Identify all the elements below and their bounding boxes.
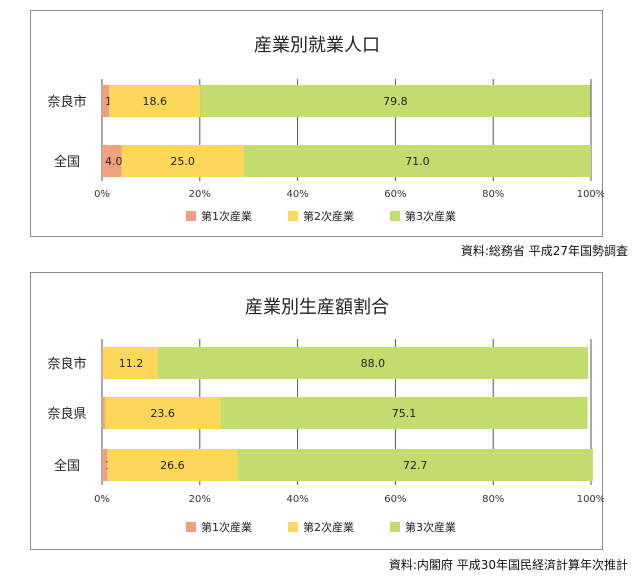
x-tick-label: 0%	[94, 494, 110, 505]
legend-label: 第3次産業	[405, 520, 456, 534]
category-label: 奈良市	[47, 94, 86, 110]
bar-segment	[121, 145, 244, 177]
x-tick-label: 60%	[384, 494, 406, 505]
chart-panel-production: 産業別生産額割合奈良市0.211.288.0奈良県0.623.675.1全国1.…	[30, 272, 604, 550]
x-tick-label: 100%	[577, 494, 604, 505]
x-tick-label: 100%	[577, 189, 604, 200]
chart-title: 産業別就業人口	[254, 35, 380, 56]
x-tick-label: 40%	[286, 494, 308, 505]
category-label: 全国	[54, 154, 80, 170]
bar-segment	[243, 145, 591, 177]
data-label: 26.6	[160, 459, 185, 472]
data-label: 88.0	[361, 357, 386, 370]
source-employment: 資料:総務省 平成27年国勢調査	[460, 244, 628, 258]
data-label: 11.2	[119, 357, 144, 370]
x-tick-label: 20%	[189, 189, 211, 200]
legend-swatch	[186, 211, 196, 221]
source-production: 資料:内閣府 平成30年国民経済計算年次推計	[388, 558, 628, 572]
legend-swatch	[390, 211, 400, 221]
bar-segment	[107, 449, 238, 481]
x-tick-label: 0%	[94, 189, 110, 200]
bar-segment	[102, 145, 122, 177]
data-label: 23.6	[150, 407, 175, 420]
x-tick-label: 20%	[189, 494, 211, 505]
category-label: 全国	[54, 458, 80, 474]
x-tick-label: 60%	[384, 189, 406, 200]
bar-segment	[157, 347, 589, 379]
bar-segment	[102, 449, 108, 481]
bar-segment	[102, 347, 103, 379]
legend-label: 第1次産業	[201, 520, 252, 534]
production-chart: 産業別生産額割合奈良市0.211.288.0奈良県0.623.675.1全国1.…	[47, 297, 604, 534]
chart-panel-employment: 産業別就業人口奈良市1.518.679.8全国4.025.071.00%20%4…	[30, 10, 604, 237]
x-tick-label: 80%	[482, 189, 504, 200]
data-label: 25.0	[170, 155, 195, 168]
employment-chart: 産業別就業人口奈良市1.518.679.8全国4.025.071.00%20%4…	[47, 35, 604, 223]
legend-label: 第3次産業	[405, 209, 456, 223]
bar-segment	[102, 85, 110, 117]
bar-segment	[237, 449, 593, 481]
bar-segment	[220, 397, 588, 429]
bar-segment	[102, 397, 105, 429]
legend-swatch	[186, 522, 196, 532]
legend-label: 第1次産業	[201, 209, 252, 223]
legend-label: 第2次産業	[303, 209, 354, 223]
x-tick-label: 80%	[482, 494, 504, 505]
bar-segment	[104, 397, 221, 429]
legend-label: 第2次産業	[303, 520, 354, 534]
data-label: 4.0	[105, 155, 123, 168]
bar-segment	[200, 85, 591, 117]
legend-swatch	[288, 211, 298, 221]
bar-segment	[102, 347, 158, 379]
data-label: 71.0	[405, 155, 430, 168]
chart-title: 産業別生産額割合	[245, 297, 389, 318]
bar-segment	[109, 85, 201, 117]
category-label: 奈良県	[47, 406, 86, 422]
category-label: 奈良市	[47, 356, 86, 372]
data-label: 18.6	[143, 95, 168, 108]
legend-swatch	[390, 522, 400, 532]
data-label: 72.7	[403, 459, 428, 472]
legend-swatch	[288, 522, 298, 532]
data-label: 75.1	[392, 407, 417, 420]
x-tick-label: 40%	[286, 189, 308, 200]
data-label: 79.8	[383, 95, 408, 108]
